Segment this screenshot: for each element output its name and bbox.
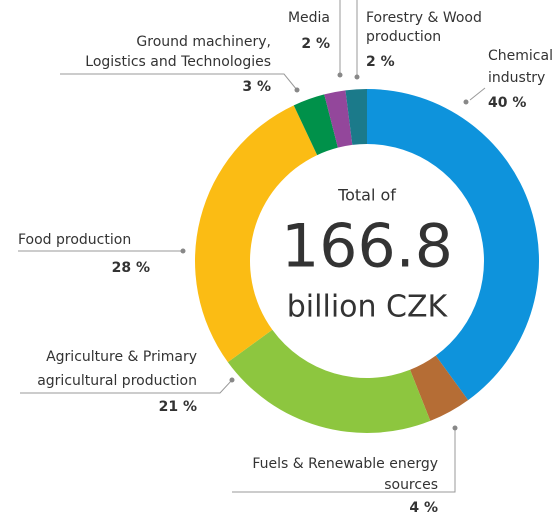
category-label: production bbox=[366, 29, 441, 45]
value-label: 3 % bbox=[242, 79, 271, 95]
donut-slice bbox=[367, 89, 539, 401]
center-bottom: billion CZK bbox=[287, 290, 449, 325]
value-label: 2 % bbox=[366, 54, 395, 70]
value-label: 40 % bbox=[488, 95, 526, 111]
value-label: 2 % bbox=[301, 36, 330, 52]
leader-line bbox=[20, 379, 233, 394]
category-label: Chemical bbox=[488, 48, 553, 64]
leader-dot bbox=[463, 99, 469, 105]
value-label: 21 % bbox=[159, 399, 197, 415]
leader-line bbox=[469, 87, 486, 101]
value-label: 28 % bbox=[112, 260, 150, 276]
center-total: 166.8 bbox=[281, 212, 453, 282]
leader-dot bbox=[354, 74, 360, 80]
leader-dot bbox=[294, 87, 300, 93]
leader-line bbox=[60, 73, 298, 91]
donut-slice bbox=[345, 89, 367, 145]
donut-slice bbox=[195, 105, 318, 363]
category-label: agricultural production bbox=[37, 373, 197, 389]
category-label: Fuels & Renewable energy bbox=[252, 456, 438, 472]
donut-slice bbox=[324, 90, 353, 148]
leader-dot bbox=[180, 248, 186, 254]
category-label: Agriculture & Primary bbox=[46, 349, 197, 365]
center-top: Total of bbox=[337, 186, 396, 205]
donut-slice bbox=[227, 329, 431, 434]
category-label: Forestry & Wood bbox=[366, 10, 482, 26]
category-label: industry bbox=[488, 70, 545, 86]
category-label: Food production bbox=[18, 232, 131, 248]
category-label: Media bbox=[288, 10, 330, 26]
donut-slice bbox=[293, 94, 338, 156]
category-label: sources bbox=[384, 477, 438, 493]
donut-slice bbox=[410, 355, 469, 421]
leader-line bbox=[232, 428, 456, 493]
leader-dot bbox=[452, 425, 458, 431]
category-label: Logistics and Technologies bbox=[85, 54, 271, 70]
category-label: Ground machinery, bbox=[136, 34, 271, 50]
leader-dot bbox=[229, 377, 235, 383]
value-label: 4 % bbox=[409, 500, 438, 516]
leader-dot bbox=[337, 72, 343, 78]
